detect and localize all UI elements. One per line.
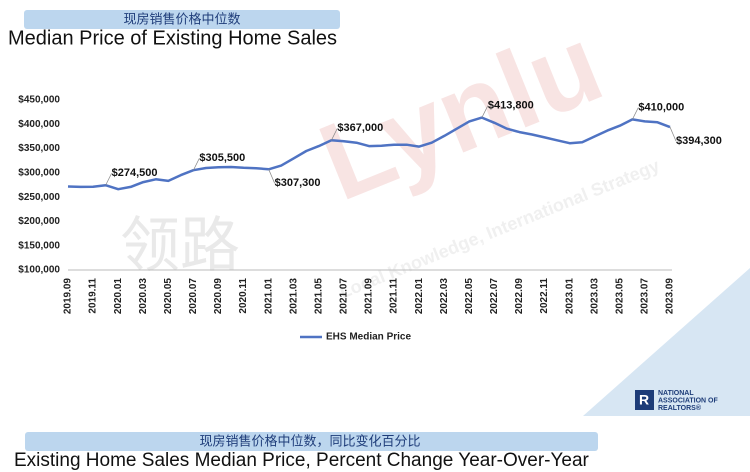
- label-leader: [632, 107, 639, 120]
- x-tick-label: 2021.07: [339, 278, 350, 315]
- footer-subtitle: 现房销售价格中位数，同比变化百分比: [199, 433, 420, 448]
- x-tick-label: 2021.05: [313, 278, 324, 315]
- x-tick-label: 2023.09: [665, 278, 676, 315]
- x-tick-label: 2020.11: [238, 278, 249, 314]
- footer-title: Existing Home Sales Median Price, Percen…: [14, 450, 590, 471]
- footer-bar: [25, 432, 598, 451]
- x-tick-label: 2022.11: [539, 278, 550, 314]
- logo-mark: [635, 390, 654, 410]
- logo-text: REALTORS®: [658, 404, 702, 412]
- header-bar: [24, 10, 340, 29]
- y-tick-label: $100,000: [18, 265, 60, 276]
- x-tick-label: 2019.09: [63, 278, 74, 315]
- data-label: $305,500: [199, 152, 245, 164]
- x-tick-label: 2022.09: [514, 278, 525, 315]
- x-tick-label: 2019.11: [88, 278, 99, 314]
- data-label: $410,000: [638, 101, 684, 113]
- x-tick-label: 2020.01: [113, 278, 124, 315]
- label-leader: [193, 158, 200, 171]
- x-tick-label: 2020.05: [163, 278, 174, 315]
- x-tick-label: 2021.09: [364, 278, 375, 315]
- data-label: $307,300: [275, 177, 321, 189]
- x-tick-label: 2022.07: [489, 278, 500, 315]
- x-tick-label: 2023.01: [564, 278, 575, 315]
- data-label: $274,500: [112, 167, 158, 179]
- x-tick-label: 2020.09: [213, 278, 224, 315]
- x-tick-label: 2022.01: [414, 278, 425, 315]
- label-leader: [268, 169, 275, 184]
- y-tick-label: $150,000: [18, 240, 60, 251]
- logo-text: ASSOCIATION OF: [658, 397, 718, 404]
- x-tick-label: 2023.07: [640, 278, 651, 315]
- y-tick-label: $350,000: [18, 143, 60, 154]
- data-label: $413,800: [488, 99, 534, 111]
- logo-letter: R: [639, 392, 649, 408]
- y-tick-label: $400,000: [18, 119, 60, 130]
- y-tick-label: $250,000: [18, 192, 60, 203]
- data-label: $394,300: [676, 135, 722, 147]
- x-tick-label: 2023.05: [614, 278, 625, 315]
- x-tick-label: 2023.03: [589, 278, 600, 315]
- header-subtitle: 现房销售价格中位数: [123, 11, 240, 26]
- x-tick-label: 2020.03: [138, 278, 149, 315]
- x-tick-label: 2022.03: [439, 278, 450, 315]
- y-tick-label: $300,000: [18, 167, 60, 178]
- y-tick-label: $450,000: [18, 95, 60, 106]
- label-leader: [331, 128, 338, 141]
- logo: R: [635, 390, 654, 410]
- logo-text: NATIONAL: [658, 390, 694, 397]
- x-tick-label: 2021.11: [389, 278, 400, 314]
- data-line: [67, 116, 671, 191]
- label-leader: [105, 173, 112, 186]
- x-tick-label: 2021.01: [263, 278, 274, 315]
- label-leader: [481, 105, 489, 118]
- x-tick-label: 2020.07: [188, 278, 199, 315]
- data-label: $367,000: [337, 122, 383, 134]
- y-tick-label: $200,000: [18, 216, 60, 227]
- label-leader: [669, 126, 677, 142]
- header-title: Median Price of Existing Home Sales: [8, 27, 337, 49]
- x-tick-label: 2022.05: [464, 278, 475, 315]
- x-tick-label: 2021.03: [288, 278, 299, 315]
- legend-label: EHS Median Price: [326, 332, 411, 343]
- watermark-cn: 领路: [120, 212, 240, 279]
- corner-decoration: [583, 268, 750, 416]
